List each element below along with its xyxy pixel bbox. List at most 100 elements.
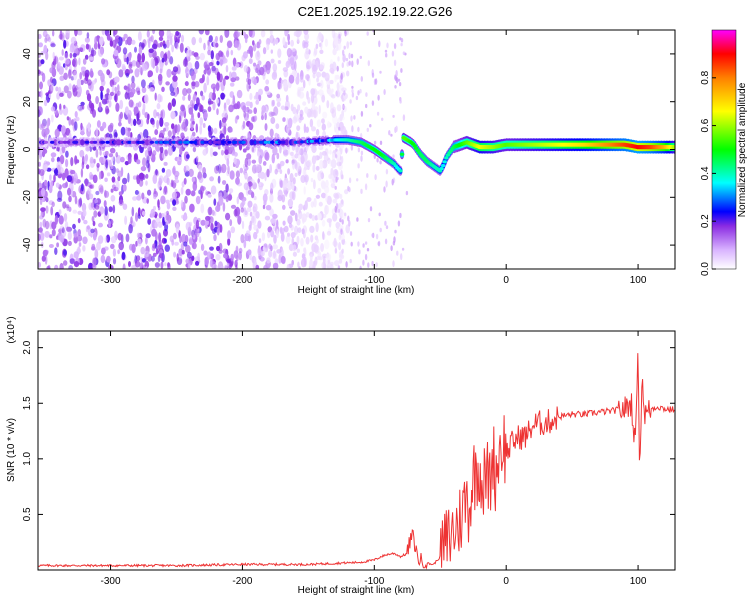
spectrogram-ridge-core [149, 140, 155, 144]
spectrogram-noise-cell [349, 41, 352, 46]
spectrogram-noise-cell [315, 222, 319, 233]
spectrogram-noise-cell [335, 222, 341, 227]
spectrogram-noise-cell [324, 185, 330, 194]
spectrogram-noise-cell [294, 212, 298, 222]
spectrogram-ridge-core [92, 140, 98, 144]
spectrogram-noise-cell [224, 75, 230, 80]
spectrogram-noise-cell [163, 186, 167, 192]
spectrogram-noise-cell [223, 58, 228, 64]
spectrogram-noise-cell [335, 176, 338, 183]
spectrogram-noise-cell [110, 164, 114, 170]
spectrogram-noise-cell [236, 115, 240, 120]
spectrogram-noise-cell [339, 161, 342, 166]
spectrogram-noise-cell [220, 163, 227, 174]
spectrogram-noise-cell [248, 58, 253, 64]
spectrogram-noise-cell [68, 206, 72, 212]
spectrogram-noise-cell [243, 111, 247, 118]
spectrogram-noise-cell [213, 234, 217, 242]
spectrogram-noise-cell [190, 71, 196, 81]
spectrogram-noise-cell [101, 247, 106, 255]
spectrogram-noise-cell [244, 210, 248, 216]
spectrogram-noise-cell [81, 183, 84, 192]
spectrogram-ridge-core [59, 140, 64, 144]
spectrogram-noise-cell [98, 184, 104, 192]
spectrogram-noise-cell [152, 79, 155, 86]
spectrogram-noise-cell [153, 193, 157, 200]
spectrogram-noise-cell [190, 190, 196, 197]
spectrogram-noise-cell [247, 78, 252, 86]
spectrogram-noise-cell [205, 219, 209, 226]
spectrogram-noise-cell [215, 42, 219, 48]
spectrogram-ridge-band [76, 139, 82, 146]
spectrogram-noise-cell [184, 81, 189, 87]
spectrogram-noise-cell [400, 42, 403, 47]
spectrogram-noise-cell [401, 247, 405, 251]
spectrogram-noise-cell [106, 69, 111, 76]
spectrogram-noise-cell [145, 173, 149, 179]
spectrogram-noise-cell [45, 205, 49, 214]
colorbar-tick-label: 0.0 [700, 262, 711, 276]
spectrogram-noise-cell [386, 42, 389, 49]
spectrogram-noise-cell [153, 109, 158, 119]
spectrogram-noise-cell [118, 121, 122, 127]
spectrogram-noise-cell [145, 236, 148, 245]
spectrogram-noise-cell [219, 224, 223, 233]
spectrogram-noise-cell [303, 30, 309, 35]
spectrogram-noise-cell [286, 264, 290, 269]
spectrogram-noise-cell [160, 50, 165, 59]
spectrogram-noise-cell [351, 92, 355, 98]
spectrogram-noise-cell [88, 262, 94, 269]
spectrogram-noise-cell [64, 52, 69, 59]
spectrogram-noise-cell [402, 114, 406, 121]
spectrogram-noise-cell [137, 133, 142, 141]
spectrogram-noise-cell [215, 205, 221, 212]
spectrogram-noise-cell [253, 231, 258, 240]
spectrogram-noise-cell [89, 193, 94, 200]
spectrogram-noise-cell [237, 215, 242, 225]
spectrogram-noise-cell [154, 243, 158, 249]
spectrogram-noise-cell [172, 199, 177, 206]
spectrogram-noise-cell [385, 180, 388, 188]
spectrogram-noise-cell [294, 172, 298, 177]
spectrogram-noise-cell [181, 181, 185, 188]
spectrogram-noise-cell [397, 78, 401, 82]
spectrogram-noise-cell [333, 32, 338, 38]
spectrogram-noise-cell [322, 231, 325, 240]
spectrogram-noise-cell [145, 266, 148, 269]
spectrogram-noise-cell [97, 235, 104, 244]
spectrogram-noise-cell [184, 234, 189, 244]
spectrogram-noise-cell [164, 122, 170, 127]
spectrogram-noise-cell [40, 122, 46, 129]
spectrogram-noise-cell [289, 172, 294, 183]
spectrogram-noise-cell [393, 236, 396, 244]
spectrogram-noise-cell [43, 99, 48, 107]
spectrogram-noise-cell [223, 108, 228, 118]
spectrogram-noise-cell [163, 43, 167, 49]
spectrogram-noise-cell [276, 152, 280, 160]
spectrogram-noise-cell [83, 155, 88, 165]
spectrogram-noise-cell [328, 89, 333, 96]
spectrogram-noise-cell [184, 195, 188, 204]
spectrogram-noise-cell [271, 217, 277, 226]
spectrogram-noise-cell [247, 158, 252, 167]
spectrogram-noise-cell [287, 148, 291, 155]
spectrogram-noise-cell [300, 237, 304, 247]
spectrogram-noise-cell [285, 94, 289, 103]
spectrogram-noise-cell [171, 44, 175, 53]
spectrogram-noise-cell [383, 89, 386, 95]
spectrogram-noise-cell [321, 123, 326, 131]
spectrogram-noise-cell [87, 187, 92, 195]
spectrogram-noise-cell [264, 112, 267, 121]
spectrogram-noise-cell [205, 146, 209, 154]
spectrogram-noise-cell [269, 193, 274, 203]
spectrogram-noise-cell [340, 72, 343, 80]
spectrogram-noise-cell [379, 140, 383, 145]
spectrogram-noise-cell [188, 49, 193, 57]
spectrogram-noise-cell [191, 36, 196, 46]
spectrogram-noise-cell [292, 106, 297, 115]
spectrogram-noise-cell [195, 155, 199, 163]
spectrogram-noise-cell [236, 196, 239, 205]
spectrogram-noise-cell [254, 115, 258, 122]
spectrogram-noise-cell [203, 250, 208, 256]
